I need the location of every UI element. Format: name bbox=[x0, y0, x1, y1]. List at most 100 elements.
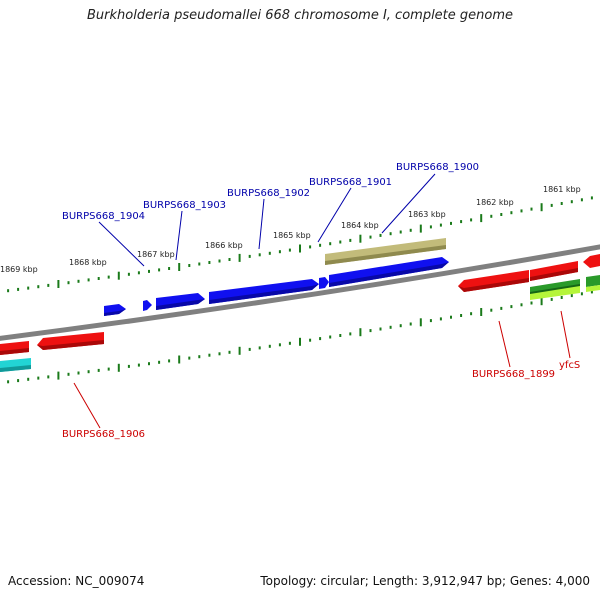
tick-label-1865: 1865 kbp bbox=[273, 231, 311, 240]
gene-feature-burps668-1899[interactable] bbox=[458, 270, 529, 292]
outer-tick bbox=[480, 214, 483, 223]
gene-feature-burps668-1904-a[interactable] bbox=[143, 300, 152, 311]
gene-feature-burps668-1901[interactable] bbox=[319, 277, 329, 289]
outer-tick bbox=[27, 286, 30, 290]
tick-label-1861: 1861 kbp bbox=[543, 185, 581, 194]
gene-feature-tan[interactable] bbox=[325, 238, 446, 265]
gene-label-burps668-1901: BURPS668_1901 bbox=[309, 177, 392, 188]
inner-tick bbox=[480, 308, 483, 316]
inner-tick bbox=[389, 325, 392, 329]
inner-tick bbox=[57, 371, 60, 380]
outer-tick bbox=[97, 277, 100, 280]
inner-tick bbox=[168, 359, 171, 363]
inner-tick bbox=[510, 305, 513, 309]
inner-tick bbox=[550, 297, 553, 301]
outer-tick bbox=[268, 251, 271, 255]
inner-tick bbox=[359, 328, 362, 337]
outer-tick bbox=[278, 250, 281, 254]
outer-tick-ring bbox=[7, 196, 593, 293]
inner-tick bbox=[67, 372, 70, 376]
inner-tick bbox=[429, 319, 432, 323]
leader-line-1902 bbox=[258, 198, 265, 250]
outer-tick bbox=[228, 258, 231, 261]
inner-tick bbox=[258, 346, 261, 350]
tick-label-1866: 1866 kbp bbox=[205, 241, 243, 250]
outer-tick bbox=[500, 213, 503, 216]
outer-tick bbox=[188, 264, 191, 267]
outer-tick bbox=[510, 211, 513, 215]
tick-label-1867: 1867 kbp bbox=[137, 250, 175, 259]
gene-feature-cyan-left-edge[interactable] bbox=[0, 358, 31, 372]
inner-tick bbox=[409, 322, 412, 326]
outer-tick bbox=[490, 214, 493, 218]
map-title: Burkholderia pseudomallei 668 chromosome… bbox=[86, 8, 514, 23]
inner-tick bbox=[590, 290, 593, 294]
leader-line-1900 bbox=[381, 173, 436, 234]
inner-tick bbox=[228, 350, 231, 354]
outer-tick bbox=[460, 220, 463, 224]
gene-feature-green-edge[interactable] bbox=[586, 275, 600, 292]
gene-label-burps668-1903: BURPS668_1903 bbox=[143, 200, 226, 211]
inner-tick bbox=[107, 367, 110, 371]
outer-tick bbox=[359, 234, 362, 243]
outer-tick bbox=[349, 238, 352, 242]
outer-tick bbox=[47, 283, 50, 287]
outer-tick bbox=[520, 209, 523, 213]
outer-tick bbox=[409, 228, 412, 232]
outer-tick bbox=[178, 263, 181, 271]
inner-tick bbox=[17, 379, 20, 383]
inner-tick bbox=[369, 329, 372, 333]
inner-tick bbox=[238, 346, 241, 355]
inner-tick bbox=[87, 370, 90, 374]
outer-tick bbox=[590, 196, 593, 200]
inner-tick bbox=[309, 338, 312, 342]
gene-feature-burps668-1906[interactable] bbox=[37, 332, 104, 350]
inner-tick bbox=[27, 377, 30, 381]
outer-tick bbox=[67, 281, 70, 285]
inner-tick bbox=[540, 297, 543, 306]
gene-feature-lime[interactable] bbox=[530, 286, 580, 300]
tick-label-1868: 1868 kbp bbox=[69, 258, 107, 267]
leader-line-1899 bbox=[498, 320, 511, 368]
inner-tick bbox=[198, 355, 201, 359]
gene-feature-burps668-1900[interactable] bbox=[329, 257, 449, 287]
gene-label-burps668-1900: BURPS668_1900 bbox=[396, 162, 479, 173]
inner-tick bbox=[148, 362, 150, 366]
gene-feature-burps668-1902[interactable] bbox=[209, 279, 319, 304]
inner-tick bbox=[218, 352, 221, 356]
inner-tick bbox=[500, 306, 503, 310]
gene-feature-red-2[interactable] bbox=[530, 261, 578, 281]
gene-feature-red-3[interactable] bbox=[583, 254, 600, 268]
gene-label-burps668-1906: BURPS668_1906 bbox=[62, 429, 145, 440]
gene-feature-burps668-1903[interactable] bbox=[156, 293, 205, 310]
inner-tick bbox=[77, 371, 80, 375]
inner-tick bbox=[319, 337, 322, 341]
outer-tick bbox=[389, 232, 392, 236]
outer-tick bbox=[339, 240, 342, 244]
inner-tick bbox=[460, 314, 463, 317]
outer-tick bbox=[540, 203, 543, 212]
inner-tick bbox=[339, 334, 342, 337]
gene-feature-red-left-edge[interactable] bbox=[0, 341, 29, 355]
inner-tick bbox=[97, 368, 100, 372]
leader-line-1906 bbox=[73, 382, 101, 429]
leader-line-yfcs bbox=[560, 310, 571, 359]
inner-tick bbox=[570, 294, 573, 298]
gene-feature-burps668-1904[interactable] bbox=[104, 304, 126, 316]
inner-tick bbox=[299, 337, 301, 346]
inner-tick bbox=[450, 315, 452, 319]
outer-tick bbox=[450, 221, 452, 225]
outer-tick bbox=[379, 233, 382, 237]
inner-tick bbox=[117, 363, 120, 372]
outer-tick bbox=[419, 224, 422, 233]
outer-tick bbox=[148, 269, 150, 273]
outer-tick bbox=[117, 271, 120, 280]
tick-label-1869: 1869 kbp bbox=[0, 265, 38, 274]
outer-tick bbox=[77, 279, 80, 283]
inner-tick bbox=[268, 344, 271, 348]
outer-tick bbox=[299, 244, 301, 253]
outer-tick bbox=[87, 278, 90, 282]
gene-label-burps668-1899: BURPS668_1899 bbox=[472, 369, 555, 380]
outer-tick bbox=[309, 245, 312, 249]
outer-tick bbox=[570, 200, 573, 204]
